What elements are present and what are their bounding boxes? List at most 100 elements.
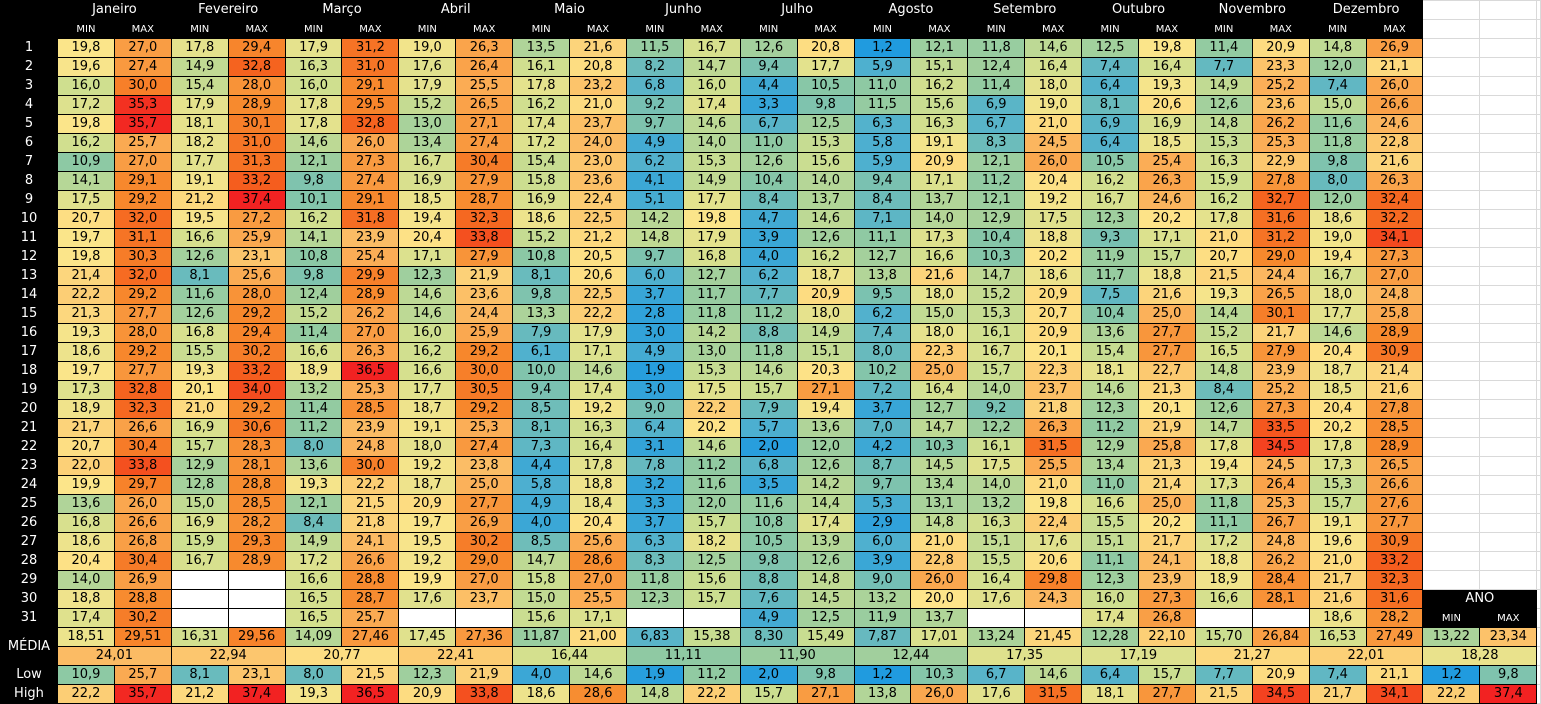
value-cell: 11,0 [739, 133, 798, 153]
empty-cell [1536, 399, 1541, 419]
day-label: 5 [0, 114, 58, 134]
value-cell: 16,4 [569, 437, 627, 457]
value-cell: 21,9 [1137, 418, 1196, 438]
value-cell: 23,7 [569, 114, 627, 134]
value-cell: 26,3 [341, 342, 400, 362]
value-cell: 17,3 [57, 380, 115, 400]
value-cell: 17,5 [57, 190, 115, 210]
low-cell: 25,7 [113, 665, 172, 685]
value-cell: 12,7 [910, 399, 969, 419]
value-cell: 3,7 [853, 399, 912, 419]
empty-cell [1422, 0, 1481, 20]
year-media-cell: 13,22 [1422, 627, 1481, 647]
value-cell: 25,2 [1251, 380, 1310, 400]
value-cell: 15,2 [398, 95, 457, 115]
row: 24,01 22,94 20,77 22,41 16,44 11,11 11,90 12,44… [1, 646, 1541, 666]
day-label: 31 [0, 608, 58, 628]
value-cell: 35,3 [113, 95, 172, 115]
value-cell: 26,6 [113, 418, 172, 438]
value-cell: 16,1 [967, 323, 1026, 343]
value-cell: 14,6 [1081, 380, 1139, 400]
value-cell: 16,0 [57, 76, 115, 96]
value-cell: 2,8 [625, 304, 684, 324]
empty-cell [1422, 228, 1481, 248]
value-cell: 20,1 [170, 380, 229, 400]
value-cell: 19,7 [57, 228, 115, 248]
value-cell: 13,7 [910, 190, 969, 210]
value-cell: 12,4 [967, 57, 1026, 77]
value-cell: 16,3 [284, 57, 343, 77]
value-cell: 25,6 [569, 532, 627, 552]
value-cell: 11,6 [682, 475, 741, 495]
value-cell: 14,8 [910, 513, 969, 533]
empty-cell [455, 608, 514, 628]
value-cell: 20,9 [1024, 323, 1083, 343]
row: 3 16,0 30,0 15,4 28,0 16,0 29,1 17,9 25,5 17,8 23,… [0, 76, 1541, 96]
value-cell: 3,9 [739, 228, 798, 248]
value-cell: 32,0 [113, 209, 172, 229]
value-cell: 6,4 [625, 418, 684, 438]
value-cell: 18,9 [1194, 570, 1253, 590]
value-cell: 26,0 [1024, 152, 1083, 172]
value-cell: 7,4 [853, 323, 912, 343]
value-cell: 19,3 [284, 475, 343, 495]
value-cell: 25,9 [455, 323, 514, 343]
value-cell: 23,6 [569, 171, 627, 191]
day-label: 15 [0, 304, 58, 324]
value-cell: 16,6 [910, 247, 969, 267]
value-cell: 20,8 [569, 57, 627, 77]
value-cell: 17,8 [1194, 437, 1253, 457]
low-cell: 6,4 [1081, 665, 1139, 685]
value-cell: 18,6 [1308, 209, 1367, 229]
value-cell: 21,6 [1365, 152, 1424, 172]
value-cell: 27,0 [113, 152, 172, 172]
empty-cell [1536, 380, 1541, 400]
value-cell: 30,5 [455, 380, 514, 400]
value-cell: 6,3 [853, 114, 912, 134]
value-cell: 26,5 [455, 95, 514, 115]
value-cell: 29,5 [341, 95, 400, 115]
value-cell: 15,5 [967, 551, 1026, 571]
max-header: MAX [682, 19, 741, 39]
value-cell: 12,2 [967, 418, 1026, 438]
value-cell: 14,9 [796, 323, 855, 343]
value-cell: 11,4 [1194, 38, 1253, 58]
value-cell: 14,9 [170, 57, 229, 77]
high-cell: 21,5 [1194, 684, 1253, 704]
empty-cell [1479, 532, 1538, 552]
value-cell: 5,1 [625, 190, 684, 210]
value-cell: 21,1 [1365, 57, 1424, 77]
value-cell: 20,1 [1024, 342, 1083, 362]
value-cell: 32,8 [227, 57, 286, 77]
day-label: 26 [0, 513, 58, 533]
day-label: 13 [0, 266, 58, 286]
value-cell: 33,2 [227, 171, 286, 191]
empty-cell [1422, 152, 1481, 172]
value-cell: 26,3 [1137, 171, 1196, 191]
high-cell: 18,1 [1081, 684, 1139, 704]
value-cell: 25,7 [113, 133, 172, 153]
empty-cell [1479, 152, 1538, 172]
year-low-cell: 1,2 [1422, 665, 1481, 685]
low-cell: 8,1 [170, 665, 229, 685]
value-cell: 19,4 [1308, 247, 1367, 267]
value-cell: 32,3 [455, 209, 514, 229]
value-cell: 30,3 [113, 247, 172, 267]
value-cell: 4,4 [739, 76, 798, 96]
high-cell: 21,2 [170, 684, 229, 704]
value-cell: 21,8 [341, 513, 400, 533]
max-header: MAX [569, 19, 627, 39]
media-cell: 21,45 [1024, 627, 1083, 647]
value-cell: 15,2 [284, 304, 343, 324]
row: Low 10,9 25,7 8,1 23,1 8,0 21,5 12,3 21,9 4,0 14,6… [0, 665, 1541, 685]
value-cell: 26,3 [455, 38, 514, 58]
row: MIN MAX MIN MAX MIN MAX MIN MAX MIN MAX MIN MAX MIN M… [0, 19, 1541, 39]
value-cell: 22,0 [57, 456, 115, 476]
media-cell: 6,83 [625, 627, 684, 647]
empty-cell [1422, 380, 1481, 400]
value-cell: 11,8 [967, 38, 1026, 58]
value-cell: 26,0 [1365, 76, 1424, 96]
value-cell: 10,2 [853, 361, 912, 381]
value-cell: 14,6 [739, 361, 798, 381]
value-cell: 16,9 [170, 513, 229, 533]
